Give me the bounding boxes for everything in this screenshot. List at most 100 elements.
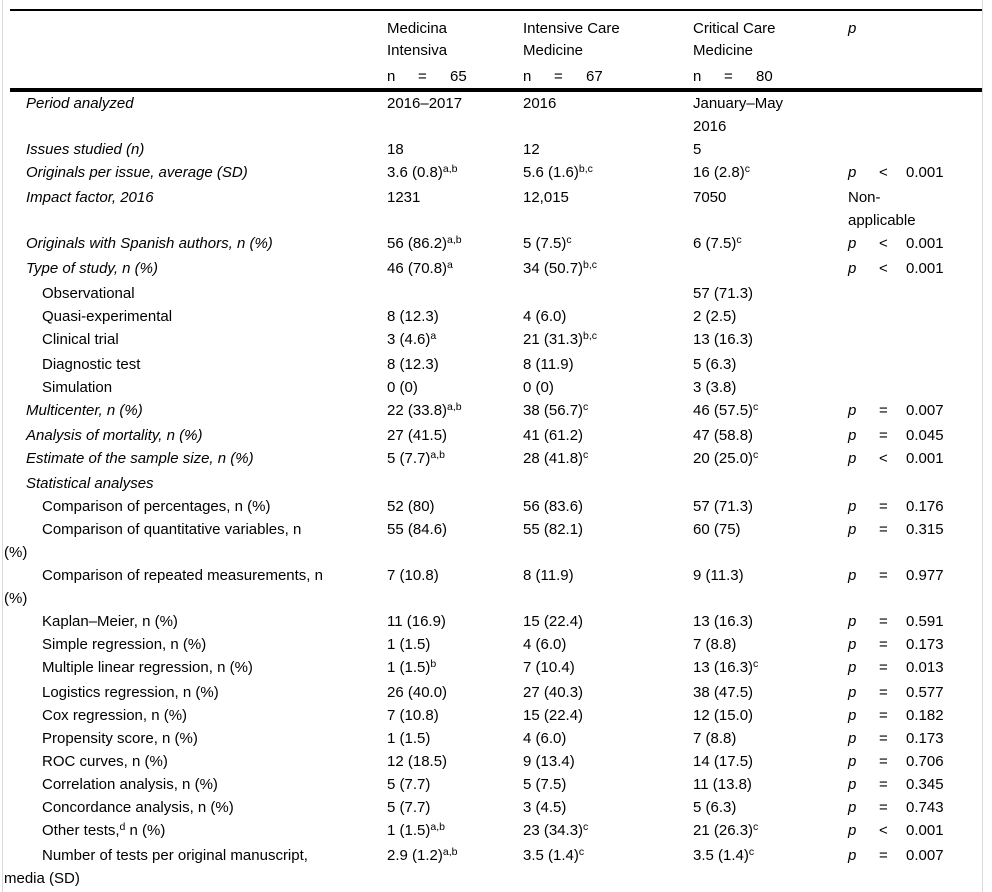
- cell-critical-care-medicine: 5 (6.3): [693, 356, 737, 373]
- p-operator: <: [879, 235, 888, 252]
- p-operator: =: [879, 776, 888, 793]
- footnote-marker: c: [753, 449, 759, 461]
- cell-intensive-care-medicine: 5.6 (1.6)b,c: [523, 163, 593, 181]
- cell-critical-care-medicine: 57 (71.3): [693, 285, 754, 302]
- p-operator: =: [879, 427, 888, 444]
- n-value: 65: [450, 68, 467, 85]
- footnote-marker: a: [447, 259, 453, 271]
- cell-critical-care-medicine: 5 (6.3): [693, 799, 737, 816]
- row-label: Correlation analysis, n (%): [42, 776, 218, 793]
- cell-medicina-intensiva: 0 (0): [387, 379, 418, 396]
- cell-critical-care-medicine: 13 (16.3): [693, 613, 754, 630]
- cell-p-value: p <0.001: [848, 819, 982, 842]
- footnote-marker: a,b: [447, 401, 462, 413]
- cell-intensive-care-medicine: 3.5 (1.4)c: [523, 846, 585, 864]
- p-value: 0.977: [906, 567, 944, 584]
- p-value: 0.743: [906, 799, 944, 816]
- p-letter: p: [848, 684, 857, 701]
- cell-critical-care-medicine: 7 (8.8): [693, 730, 737, 747]
- p-operator: =: [879, 636, 888, 653]
- p-value: 0.176: [906, 498, 944, 515]
- p-operator: =: [879, 684, 888, 701]
- p-operator: =: [879, 847, 888, 864]
- p-operator: =: [879, 730, 888, 747]
- table-row: Propensity score, n (%) 1 (1.5) 4 (6.0) 7 (…: [4, 727, 982, 750]
- table-right-border: [982, 0, 983, 892]
- cell-p-value: p = 0.345: [848, 773, 982, 796]
- n-count-intensive-care-medicine: n = 67: [523, 66, 693, 88]
- table-row: Comparison of quantitative variables, n …: [4, 518, 982, 564]
- p-operator: =: [879, 402, 888, 419]
- cell-intensive-care-medicine: 55 (82.1): [523, 521, 584, 538]
- row-label: Observational: [42, 285, 135, 302]
- table-row: Type of study, n (%) 46 (70.8)a 34 (50.7)b…: [4, 257, 982, 282]
- cell-medicina-intensiva: 26 (40.0): [387, 684, 448, 701]
- p-value: 0.173: [906, 730, 944, 747]
- row-label: Simulation: [42, 379, 113, 396]
- row-label: Originals with Spanish authors, n (%): [26, 235, 273, 252]
- table-row: Simulation 0 (0) 0 (0) 3 (3.8): [4, 376, 982, 399]
- footnote-marker: c: [753, 658, 759, 670]
- cell-p-value: p = 0.013: [848, 656, 982, 679]
- row-label: Clinical trial: [42, 331, 119, 348]
- row-label: Simple regression, n (%): [42, 636, 207, 653]
- cell-critical-care-medicine: 12 (15.0): [693, 707, 754, 724]
- n-letter: n: [387, 68, 396, 85]
- p-letter: p: [848, 260, 857, 277]
- comparison-table: Medicina Intensiva Intensive Care Medici…: [4, 9, 982, 892]
- p-operator: =: [879, 799, 888, 816]
- cell-medicina-intensiva: 27 (41.5): [387, 427, 448, 444]
- cell-intensive-care-medicine: 21 (31.3)b,c: [523, 330, 598, 348]
- p-value: 0.001: [906, 235, 944, 252]
- p-value: 0.315: [906, 521, 944, 538]
- cell-critical-care-medicine: 11 (13.8): [693, 776, 752, 793]
- table-row: Multicenter, n (%) 22 (33.8)a,b 38 (56.7)c…: [4, 399, 982, 424]
- p-operator: =: [879, 521, 888, 538]
- cell-p-value: p = 0.007: [848, 399, 982, 422]
- row-label: Impact factor, 2016: [26, 189, 154, 206]
- cell-intensive-care-medicine: 5 (7.5)c: [523, 234, 572, 252]
- footnote-marker: c: [748, 846, 755, 858]
- row-label: Kaplan–Meier, n (%): [42, 613, 178, 630]
- cell-critical-care-medicine: 47 (58.8): [693, 427, 754, 444]
- cell-medicina-intensiva: 56 (86.2)a,b: [387, 234, 462, 252]
- cell-medicina-intensiva: 52 (80): [387, 498, 435, 515]
- p-value: 0.001: [906, 260, 944, 277]
- p-letter: p: [848, 636, 857, 653]
- cell-medicina-intensiva: 1 (1.5): [387, 636, 431, 653]
- footnote-marker: c: [583, 449, 589, 461]
- cell-p-value: p = 0.315: [848, 518, 982, 541]
- p-value: 0.007: [906, 402, 944, 419]
- p-operator: <: [879, 260, 888, 277]
- row-label: Other tests,d n (%): [42, 821, 166, 839]
- cell-medicina-intensiva: 7 (10.8): [387, 707, 439, 724]
- table-row: Simple regression, n (%) 1 (1.5) 4 (6.0) 7 …: [4, 633, 982, 656]
- cell-p-value: p = 0.007: [848, 844, 982, 867]
- cell-intensive-care-medicine: 12: [523, 141, 540, 158]
- cell-medicina-intensiva: 11 (16.9): [387, 613, 446, 630]
- row-label: Period analyzed: [26, 95, 134, 112]
- row-label: Multicenter, n (%): [26, 402, 143, 419]
- table-row: Multiple linear regression, n (%) 1 (1.5)…: [4, 656, 982, 681]
- cell-critical-care-medicine: 16 (2.8)c: [693, 163, 750, 181]
- cell-p-value: p = 0.176: [848, 495, 982, 518]
- row-label: Analysis of mortality, n (%): [26, 427, 203, 444]
- cell-p-value: p = 0.743: [848, 796, 982, 819]
- table-row: Correlation analysis, n (%) 5 (7.7) 5 (7.5…: [4, 773, 982, 796]
- row-label: Quasi-experimental: [42, 308, 173, 325]
- cell-medicina-intensiva: 55 (84.6): [387, 521, 448, 538]
- cell-critical-care-medicine: 46 (57.5)c: [693, 401, 759, 419]
- cell-intensive-care-medicine: 4 (6.0): [523, 730, 567, 747]
- cell-critical-care-medicine: 13 (16.3): [693, 331, 754, 348]
- cell-intensive-care-medicine: 3 (4.5): [523, 799, 567, 816]
- cell-intensive-care-medicine: 2016: [523, 95, 557, 112]
- sample-size-row: n = 65 n = 67 n = 80: [4, 66, 982, 88]
- cell-medicina-intensiva: 46 (70.8)a: [387, 259, 453, 277]
- p-operator: =: [879, 567, 888, 584]
- table-top-rule: [10, 9, 982, 11]
- footnote-marker: c: [578, 846, 585, 858]
- p-letter: p: [848, 613, 857, 630]
- cell-p-value: p = 0.977: [848, 564, 982, 587]
- table-row: Issues studied (n) 18 12 5: [4, 138, 982, 161]
